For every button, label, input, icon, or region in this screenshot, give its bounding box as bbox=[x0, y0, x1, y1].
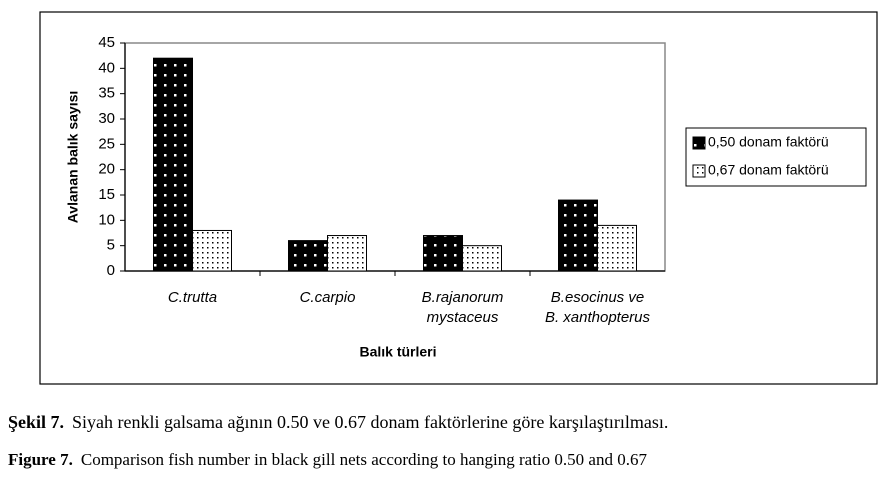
bar bbox=[597, 224, 637, 272]
legend-label: 0,67 donam faktörü bbox=[708, 162, 829, 178]
caption-text: Siyah renkli galsama ağının 0.50 ve 0.67… bbox=[72, 412, 669, 432]
y-tick-label: 45 bbox=[98, 34, 115, 51]
y-tick-label: 5 bbox=[107, 237, 115, 254]
y-tick-label: 10 bbox=[98, 211, 115, 228]
x-tick-label: B.esocinus ve B. xanthopterus bbox=[544, 289, 651, 326]
y-tick-label: 15 bbox=[98, 186, 115, 203]
bar bbox=[558, 199, 598, 272]
bar bbox=[288, 240, 328, 272]
x-axis-label: Balık türleri bbox=[359, 344, 436, 360]
y-axis-label: Avlanan balık sayısı bbox=[65, 91, 81, 224]
x-tick-label: C.carpio bbox=[299, 289, 356, 306]
chart: Avlanan balık sayısı Balık türleri 0 5 10 1… bbox=[39, 11, 878, 385]
bar bbox=[462, 245, 502, 272]
caption-text: Comparison fish number in black gill net… bbox=[80, 450, 647, 469]
y-tick-label: 35 bbox=[98, 85, 115, 102]
legend-marker bbox=[692, 164, 706, 178]
caption-label: Şekil 7. bbox=[8, 412, 65, 432]
legend-label: 0,50 donam faktörü bbox=[708, 134, 829, 150]
caption: Figure 7. Comparison fish number in black… bbox=[8, 450, 647, 470]
bar bbox=[423, 235, 463, 272]
bar bbox=[192, 229, 232, 272]
legend-marker bbox=[692, 136, 706, 150]
y-tick-label: 40 bbox=[98, 59, 115, 76]
bar bbox=[153, 57, 193, 272]
legend bbox=[685, 127, 867, 187]
x-tick-label: B.rajanorum mystaceus bbox=[421, 289, 504, 326]
frame bbox=[39, 11, 878, 385]
y-tick-label: 20 bbox=[98, 161, 115, 178]
y-tick-label: 30 bbox=[98, 110, 115, 127]
y-tick-label: 0 bbox=[107, 262, 115, 279]
caption-label: Figure 7. bbox=[8, 450, 73, 469]
x-tick-label: C.trutta bbox=[167, 289, 218, 306]
caption: Şekil 7. Siyah renkli galsama ağının 0.50… bbox=[8, 412, 668, 433]
bar bbox=[327, 235, 367, 272]
y-tick-label: 25 bbox=[98, 135, 115, 152]
